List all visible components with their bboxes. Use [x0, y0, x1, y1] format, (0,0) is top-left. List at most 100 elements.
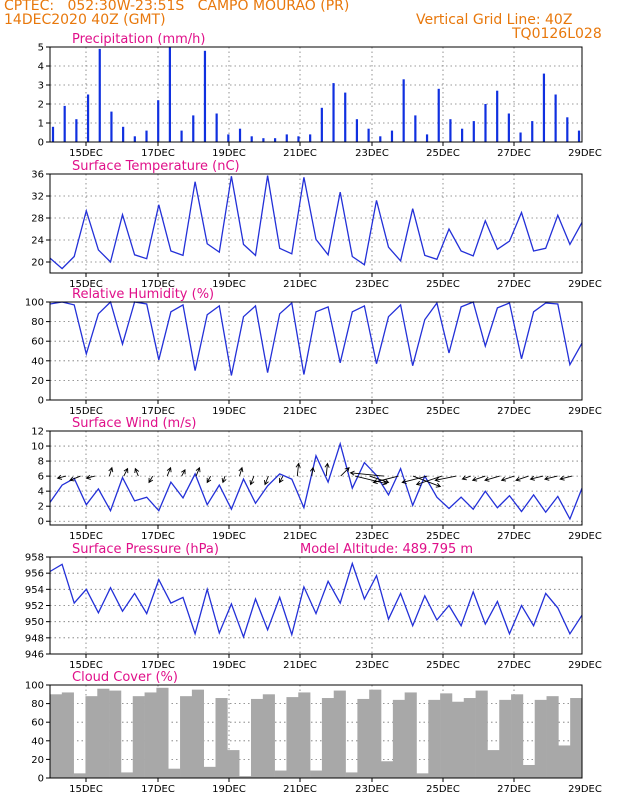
cloud-cover-bar [298, 692, 311, 778]
y-tick-label: 956 [25, 569, 44, 580]
precip-bar [273, 138, 277, 142]
y-tick-label: 948 [25, 633, 44, 644]
x-tick-label: 25DEC [426, 531, 460, 542]
cloud-cover-bar [570, 698, 583, 778]
x-tick-label: 25DEC [426, 148, 460, 159]
cloud-cover-bar [404, 692, 417, 778]
cloud-cover-bar [191, 689, 204, 778]
y-tick-label: 1 [38, 119, 44, 130]
cloud-cover-bar [132, 696, 145, 778]
x-tick-label: 23DEC [355, 660, 389, 671]
wind-arrow [309, 466, 316, 477]
cloud-cover-bar [215, 698, 228, 778]
precip-panel: 0 1 2 3 4 5 15DEC 17DEC 19DEC 21DEC 23DEC 25DEC 27DE… [38, 32, 602, 159]
y-tick-label: 4 [38, 62, 44, 73]
wind-arrow [181, 468, 186, 477]
cloud-cover-bar [50, 694, 63, 778]
y-tick-label: 6 [38, 472, 44, 483]
wind-arrow [295, 462, 301, 477]
cloud-cover-bar [451, 701, 465, 778]
precip-title: Precipitation (mm/h) [72, 32, 205, 47]
cloud-cover-bar [487, 750, 500, 778]
cloud-title: Cloud Cover (%) [72, 670, 178, 685]
x-tick-label: 27DEC [497, 531, 531, 542]
precip-bar [63, 105, 66, 142]
model-header: TQ0126L028 [512, 26, 602, 42]
y-tick-label: 20 [31, 376, 44, 387]
wind-arrow [85, 474, 96, 480]
y-tick-label: 0 [38, 138, 44, 149]
precip-bar [332, 83, 335, 142]
wind-arrow [148, 475, 154, 484]
wind-arrow [324, 462, 330, 477]
wind-arrow [69, 475, 81, 482]
precip-bar [507, 113, 510, 142]
temp-series-line [49, 175, 583, 270]
precip-bar [145, 130, 148, 142]
x-tick-label: 27DEC [497, 406, 531, 417]
cloud-cover-bar [416, 773, 429, 778]
precip-bar [285, 134, 288, 142]
wind-series-line [49, 441, 583, 521]
x-tick-label: 21DEC [283, 406, 317, 417]
x-tick-label: 23DEC [355, 531, 389, 542]
station-header: CPTEC: 052:30W-23:51S CAMPO MOURAO (PR) [4, 0, 350, 14]
wind-frame [49, 430, 583, 526]
x-tick-label: 21DEC [283, 784, 317, 795]
precip-bar [86, 94, 90, 142]
x-tick-label: 15DEC [69, 406, 103, 417]
rh-series-line [49, 300, 583, 376]
precip-bar [180, 130, 183, 142]
x-tick-label: 17DEC [141, 660, 175, 671]
wind-arrow [372, 475, 399, 485]
x-tick-label: 29DEC [568, 784, 602, 795]
wind-title: Surface Wind (m/s) [72, 416, 196, 431]
x-tick-label: 27DEC [497, 279, 531, 290]
wind-arrow [349, 470, 385, 477]
cloud-cover-bar [381, 761, 394, 778]
precip-bar [75, 119, 78, 142]
y-tick-label: 80 [31, 317, 44, 328]
x-tick-label: 15DEC [69, 660, 103, 671]
y-tick-label: 28 [31, 214, 44, 225]
precip-bar [472, 121, 475, 142]
cloud-cover-bar [109, 690, 122, 778]
cloud-cover-bar [522, 764, 536, 778]
temp-title: Surface Temperature (nC) [72, 159, 240, 174]
rh-title: Relative Humidity (%) [72, 287, 214, 302]
precip-bar [344, 92, 347, 142]
precip-bar [566, 117, 569, 142]
cloud-cover-bar [274, 770, 287, 778]
cloud-cover-bar [239, 776, 252, 778]
x-tick-label: 15DEC [69, 279, 103, 290]
wind-arrow [434, 475, 457, 483]
y-tick-label: 946 [25, 650, 44, 661]
cloud-cover-bar [546, 696, 559, 778]
wind-arrow [559, 475, 573, 481]
wind-arrow [415, 475, 443, 486]
precip-bar [215, 113, 218, 142]
cloud-cover-bar [310, 770, 323, 778]
precip-bar [238, 128, 242, 142]
cloud-cover-bar [61, 692, 74, 778]
x-tick-label: 19DEC [212, 660, 246, 671]
press-series-line [49, 561, 583, 640]
y-tick-label: 32 [31, 192, 44, 203]
wind-arrow [206, 475, 212, 484]
x-tick-label: 27DEC [497, 660, 531, 671]
wind-arrow [123, 467, 129, 477]
y-tick-label: 60 [31, 337, 44, 348]
x-tick-label: 19DEC [212, 279, 246, 290]
precip-bar [168, 47, 171, 142]
wind-arrow [369, 475, 390, 484]
cloud-cover-bar [250, 698, 264, 778]
cloud-cover-bar [227, 750, 240, 778]
grid-line-header: Vertical Grid Line: 40Z [416, 12, 573, 28]
y-tick-label: 2 [38, 502, 44, 513]
wind-arrow [401, 475, 428, 485]
cloud-cover-bar [357, 698, 370, 778]
cloud-cover-bar [369, 689, 382, 778]
cloud-cover-bar [286, 697, 299, 778]
precip-bar [51, 126, 55, 142]
precip-frame [49, 46, 583, 143]
